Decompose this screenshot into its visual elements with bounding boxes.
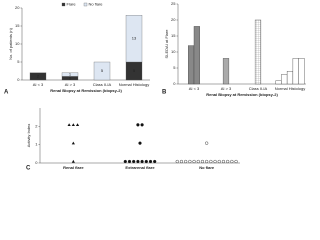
bar-segment [125, 15, 143, 63]
point [138, 141, 142, 145]
point [217, 159, 221, 164]
bar-segment [93, 61, 111, 81]
x-tick-label: Normal Histology [119, 82, 149, 87]
legend-label: Flare [67, 2, 77, 7]
point [234, 159, 238, 164]
x-tick-label: Class II-IA [93, 82, 112, 87]
point [127, 159, 132, 164]
point [184, 159, 188, 164]
point [75, 123, 80, 127]
y-tick-label: 15 [15, 23, 20, 28]
point [221, 159, 226, 164]
panel-label: B [162, 90, 167, 96]
point [205, 159, 209, 164]
y-tick-label: 10 [171, 49, 176, 54]
x-tick-label: No flare [199, 165, 215, 170]
bar [281, 74, 288, 85]
y-axis-label: No. of patients (n) [8, 27, 13, 59]
point [200, 159, 205, 164]
y-tick-label: 20 [15, 5, 20, 10]
x-axis-label: Renal Biopsy at Remission (biopsy-2) [50, 88, 122, 93]
bar [275, 80, 282, 85]
legend-label: No flare [89, 2, 104, 7]
y-tick-label: 25 [171, 1, 176, 6]
point [230, 159, 234, 164]
legend-swatch [61, 2, 66, 7]
x-tick-label: Class II-IA [249, 86, 268, 91]
y-tick-label: 5 [17, 59, 20, 64]
bar-segment [29, 72, 47, 81]
y-tick-label: 20 [171, 17, 176, 22]
bar-label: 5 [133, 68, 136, 73]
point [192, 159, 196, 164]
x-tick-label: Extrarenal flare [125, 165, 155, 170]
bar-label: 5 [101, 68, 104, 73]
bar-label: 13 [132, 36, 137, 41]
x-tick-label: AI < 3 [33, 82, 44, 87]
y-tick-label: 0 [17, 77, 20, 82]
y-tick-label: 15 [171, 33, 176, 38]
point [132, 159, 136, 164]
point [71, 123, 75, 127]
point [140, 159, 144, 164]
point [148, 159, 153, 164]
bar [188, 45, 195, 85]
point [140, 123, 144, 127]
panel-label: C [26, 166, 31, 172]
point [179, 159, 184, 164]
page: {"chart_data": [ {"type": "stacked-bar",… [4, 1, 306, 172]
point [175, 159, 179, 164]
x-tick-label: Normal Histology [275, 86, 305, 91]
point [213, 159, 217, 164]
point [188, 159, 192, 164]
point [71, 141, 75, 145]
bar [193, 26, 200, 85]
x-tick-label: AI > 3 [65, 82, 76, 87]
point [209, 159, 213, 164]
y-tick-label: 10 [15, 41, 20, 46]
bar [292, 58, 299, 85]
point [136, 123, 140, 127]
y-tick-label: 2 [35, 123, 38, 128]
point [67, 123, 71, 127]
x-tick-label: Renal flare [63, 165, 84, 170]
bar [222, 58, 230, 85]
point [196, 159, 200, 164]
point [136, 159, 140, 164]
bar-label: 1 [69, 72, 72, 77]
bar [254, 19, 262, 85]
y-tick-label: 0 [35, 160, 38, 165]
point [226, 159, 230, 164]
point [123, 159, 127, 164]
bar-label: 2 [37, 73, 40, 78]
point [71, 159, 75, 163]
legend-swatch [83, 2, 88, 7]
panel-label: A [4, 90, 9, 96]
bar [286, 70, 294, 85]
bar-label: 1 [69, 75, 72, 80]
y-axis-label: SLEDAI at Flare [164, 29, 169, 59]
x-tick-label: AI > 3 [221, 86, 232, 91]
point [205, 141, 209, 145]
point [144, 159, 148, 164]
y-tick-label: 5 [173, 65, 176, 70]
y-axis-label: Activity Index [26, 124, 31, 148]
point [153, 159, 157, 164]
y-tick-label: 0 [173, 81, 176, 86]
bar [298, 58, 305, 85]
x-tick-label: AI < 3 [189, 86, 200, 91]
bar-segment [61, 72, 79, 77]
x-axis-label: Renal Biopsy at Remission (biopsy-2) [206, 92, 278, 97]
y-tick-label: 1 [35, 142, 38, 147]
